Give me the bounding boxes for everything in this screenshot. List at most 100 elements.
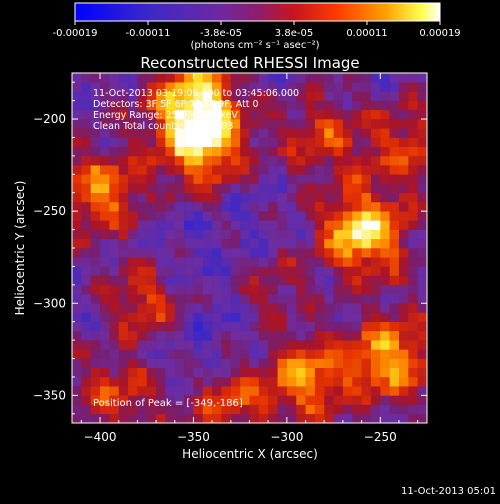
heatmap-cell <box>389 321 400 332</box>
heatmap-cell <box>184 321 194 332</box>
heatmap-cell <box>174 321 185 332</box>
heatmap-cell <box>202 229 213 240</box>
heatmap-cell <box>268 183 278 194</box>
heatmap-cell <box>165 238 176 249</box>
heatmap-cell <box>370 404 381 415</box>
heatmap-cell <box>296 413 306 423</box>
heatmap-cell <box>240 395 250 405</box>
heatmap-cell <box>165 229 176 240</box>
heatmap-cell <box>100 266 110 276</box>
heatmap-cell <box>314 294 325 304</box>
heatmap-cell <box>193 312 204 322</box>
heatmap-cell <box>193 386 204 396</box>
heatmap-cell <box>258 165 269 175</box>
heatmap-cell <box>352 321 362 332</box>
heatmap-cell <box>146 376 157 387</box>
heatmap-cell <box>212 266 222 276</box>
heatmap-cell <box>324 82 334 92</box>
heatmap-cell <box>370 220 381 230</box>
heatmap-cell <box>296 303 306 313</box>
heatmap-cell <box>165 183 176 194</box>
heatmap-cell <box>184 109 194 120</box>
heatmap-cell <box>408 165 418 175</box>
heatmap-cell <box>389 358 400 369</box>
heatmap-cell <box>408 229 418 240</box>
heatmap-cell <box>212 413 222 423</box>
heatmap-cell <box>146 128 157 138</box>
heatmap-cell <box>230 137 241 147</box>
heatmap-cell <box>314 146 325 157</box>
heatmap-cell <box>193 266 204 276</box>
heatmap-cell <box>221 367 232 378</box>
heatmap-cell <box>277 155 288 166</box>
heatmap-cell <box>72 275 82 286</box>
heatmap-cell <box>333 100 344 111</box>
heatmap-cell <box>202 340 213 350</box>
heatmap-cell <box>249 119 260 129</box>
heatmap-cell <box>389 211 400 221</box>
heatmap-cell <box>137 386 148 396</box>
heatmap-cell <box>417 303 427 313</box>
heatmap-cell <box>146 284 157 295</box>
heatmap-cell <box>240 128 250 138</box>
heatmap-cell <box>221 192 232 203</box>
heatmap-cell <box>174 201 185 212</box>
heatmap-cell <box>212 257 222 267</box>
heatmap-cell <box>361 137 372 147</box>
heatmap-cell <box>81 340 91 350</box>
heatmap-cell <box>361 257 372 267</box>
heatmap-cell <box>146 238 157 249</box>
heatmap-cell <box>417 146 427 157</box>
heatmap-cell <box>324 312 334 322</box>
heatmap-cell <box>305 220 316 230</box>
heatmap-cell <box>184 395 194 405</box>
heatmap-cell <box>202 294 213 304</box>
heatmap-cell <box>314 91 325 101</box>
heatmap-cell <box>165 119 176 129</box>
heatmap-cell <box>370 294 381 304</box>
heatmap-cell <box>342 358 353 369</box>
heatmap-cell <box>174 257 185 267</box>
heatmap-cell <box>296 386 306 396</box>
heatmap-cell <box>128 294 138 304</box>
heatmap-cell <box>240 192 250 203</box>
heatmap-cell <box>277 275 288 286</box>
heatmap-cell <box>193 376 204 387</box>
heatmap-cell <box>258 146 269 157</box>
heatmap-cell <box>156 174 166 184</box>
heatmap-cell <box>408 330 418 341</box>
heatmap-cell <box>268 349 278 359</box>
heatmap-cell <box>286 340 297 350</box>
heatmap-cell <box>268 321 278 332</box>
heatmap-cell <box>417 395 427 405</box>
heatmap-cell <box>370 192 381 203</box>
heatmap-cell <box>249 100 260 111</box>
heatmap-cell <box>408 367 418 378</box>
heatmap-cell <box>240 220 250 230</box>
heatmap-cell <box>137 312 148 322</box>
heatmap-cell <box>342 109 353 120</box>
heatmap-cell <box>258 220 269 230</box>
heatmap-cell <box>324 294 334 304</box>
heatmap-cell <box>286 229 297 240</box>
heatmap-cell <box>370 386 381 396</box>
heatmap-cell <box>202 303 213 313</box>
heatmap-cell <box>90 275 101 286</box>
heatmap-cell <box>202 413 213 423</box>
heatmap-cell <box>72 201 82 212</box>
heatmap-cell <box>240 238 250 249</box>
heatmap-cell <box>137 128 148 138</box>
heatmap-cell <box>137 183 148 194</box>
heatmap-cell <box>408 349 418 359</box>
heatmap-cell <box>333 257 344 267</box>
heatmap-cell <box>389 165 400 175</box>
colorbar-tick-label: -0.00011 <box>126 28 171 39</box>
heatmap-cell <box>184 275 194 286</box>
heatmap-cell <box>370 82 381 92</box>
heatmap-cell <box>193 119 204 129</box>
heatmap-cell <box>342 413 353 423</box>
heatmap-cell <box>314 404 325 415</box>
heatmap-cell <box>296 220 306 230</box>
heatmap-cell <box>314 155 325 166</box>
heatmap-cell <box>202 192 213 203</box>
